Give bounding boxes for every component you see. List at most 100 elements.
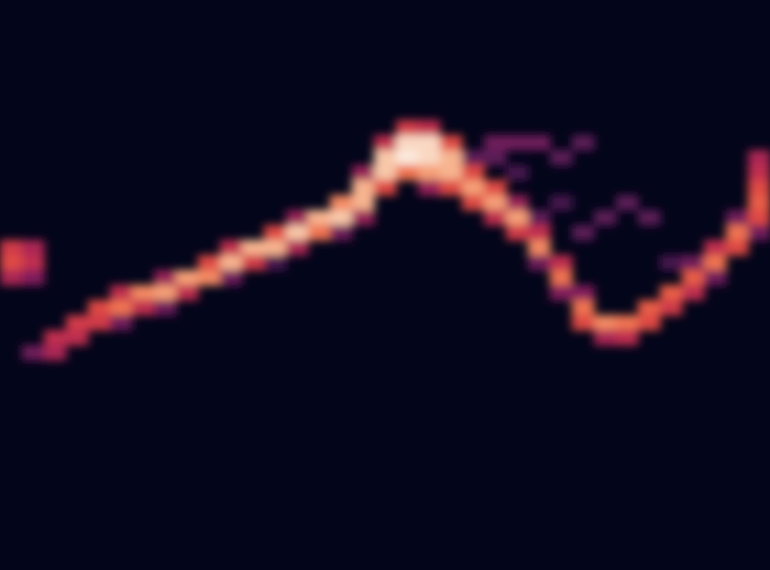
heatmap-cell	[704, 240, 727, 256]
heatmap-cell	[572, 135, 595, 151]
heatmap-cell	[198, 270, 221, 286]
heatmap-cell	[638, 315, 661, 331]
heatmap-cell	[682, 255, 705, 271]
heatmap-cell	[506, 210, 529, 226]
heatmap-cell	[396, 165, 419, 181]
heatmap-cell	[352, 210, 375, 226]
heatmap-cell	[550, 270, 573, 286]
heatmap-cell	[330, 225, 353, 241]
heatmap-cell	[308, 225, 331, 241]
heatmap-cell	[528, 135, 551, 151]
heatmap-cell	[616, 330, 639, 346]
heatmap-cell	[726, 225, 749, 241]
heatmap-cell	[308, 210, 331, 226]
heatmap-cell	[748, 180, 770, 196]
heatmap-cell	[462, 180, 485, 196]
heatmap-cell	[374, 135, 397, 151]
heatmap-cell	[550, 255, 573, 271]
heatmap-cell	[682, 270, 705, 286]
heatmap-cell	[330, 195, 353, 211]
heatmap-cell	[550, 195, 573, 211]
heatmap-cell	[572, 285, 595, 301]
heatmap-cell	[154, 270, 177, 286]
heatmap-cell	[264, 240, 287, 256]
heatmap-cell	[440, 135, 463, 151]
heatmap-cell	[22, 270, 45, 286]
heatmap-cell	[264, 255, 287, 271]
heatmap-cell	[396, 120, 419, 136]
heatmap-cell	[704, 255, 727, 271]
heatmap-cell	[418, 180, 441, 196]
heatmap-cell	[66, 330, 89, 346]
heatmap-chart	[0, 0, 770, 570]
heatmap-cell	[198, 255, 221, 271]
heatmap-cell	[704, 270, 727, 286]
cell-layer	[0, 120, 770, 361]
heatmap-cell	[88, 315, 111, 331]
heatmap-cell	[374, 180, 397, 196]
heatmap-cell	[176, 285, 199, 301]
heatmap-cell	[330, 210, 353, 226]
heatmap-cell	[528, 240, 551, 256]
heatmap-cell	[660, 255, 683, 271]
heatmap-cell	[176, 270, 199, 286]
heatmap-cell	[462, 195, 485, 211]
heatmap-cell	[506, 165, 529, 181]
heatmap-cell	[572, 300, 595, 316]
heatmap-cell	[572, 225, 595, 241]
heatmap-cell	[154, 300, 177, 316]
heatmap-cell	[396, 150, 419, 166]
heatmap-cell	[352, 180, 375, 196]
plot-background	[0, 0, 770, 570]
heatmap-cell	[352, 195, 375, 211]
heatmap-cell	[220, 240, 243, 256]
heatmap-cell	[748, 165, 770, 181]
heatmap-cell	[132, 300, 155, 316]
heatmap-cell	[0, 255, 23, 271]
heatmap-cell	[242, 240, 265, 256]
heatmap-cell	[110, 300, 133, 316]
heatmap-cell	[0, 270, 23, 286]
heatmap-cell	[748, 150, 770, 166]
heatmap-cell	[110, 315, 133, 331]
heatmap-cell	[660, 300, 683, 316]
heatmap-cell	[440, 180, 463, 196]
heatmap-cell	[22, 255, 45, 271]
heatmap-cell	[726, 240, 749, 256]
heatmap-cell	[748, 210, 770, 226]
heatmap-cell	[462, 150, 485, 166]
heatmap-cell	[638, 300, 661, 316]
heatmap-cell	[748, 195, 770, 211]
heatmap-cell	[528, 255, 551, 271]
heatmap-cell	[154, 285, 177, 301]
heatmap-cell	[550, 285, 573, 301]
heatmap-cell	[572, 315, 595, 331]
heatmap-cell	[352, 165, 375, 181]
heatmap-cell	[264, 225, 287, 241]
heatmap-cell	[242, 255, 265, 271]
heatmap-cell	[286, 210, 309, 226]
heatmap-cell	[374, 165, 397, 181]
heatmap-cell	[682, 285, 705, 301]
heatmap-cell	[44, 345, 67, 361]
heatmap-cell	[616, 195, 639, 211]
heatmap-cell	[506, 135, 529, 151]
heatmap-cell	[418, 150, 441, 166]
heatmap-cell	[418, 165, 441, 181]
heatmap-cell	[418, 120, 441, 136]
heatmap-cell	[0, 240, 23, 256]
heatmap-cell	[44, 330, 67, 346]
heatmap-cell	[462, 165, 485, 181]
heatmap-cell	[484, 150, 507, 166]
heatmap-cell	[418, 135, 441, 151]
heatmap-cell	[22, 345, 45, 361]
heatmap-cell	[220, 270, 243, 286]
heatmap-cell	[484, 135, 507, 151]
heatmap-cell	[528, 210, 551, 226]
heatmap-cell	[726, 210, 749, 226]
heatmap-cell	[550, 150, 573, 166]
heatmap-cell	[638, 210, 661, 226]
heatmap-cell	[440, 150, 463, 166]
heatmap-cell	[286, 225, 309, 241]
heatmap-cell	[374, 150, 397, 166]
